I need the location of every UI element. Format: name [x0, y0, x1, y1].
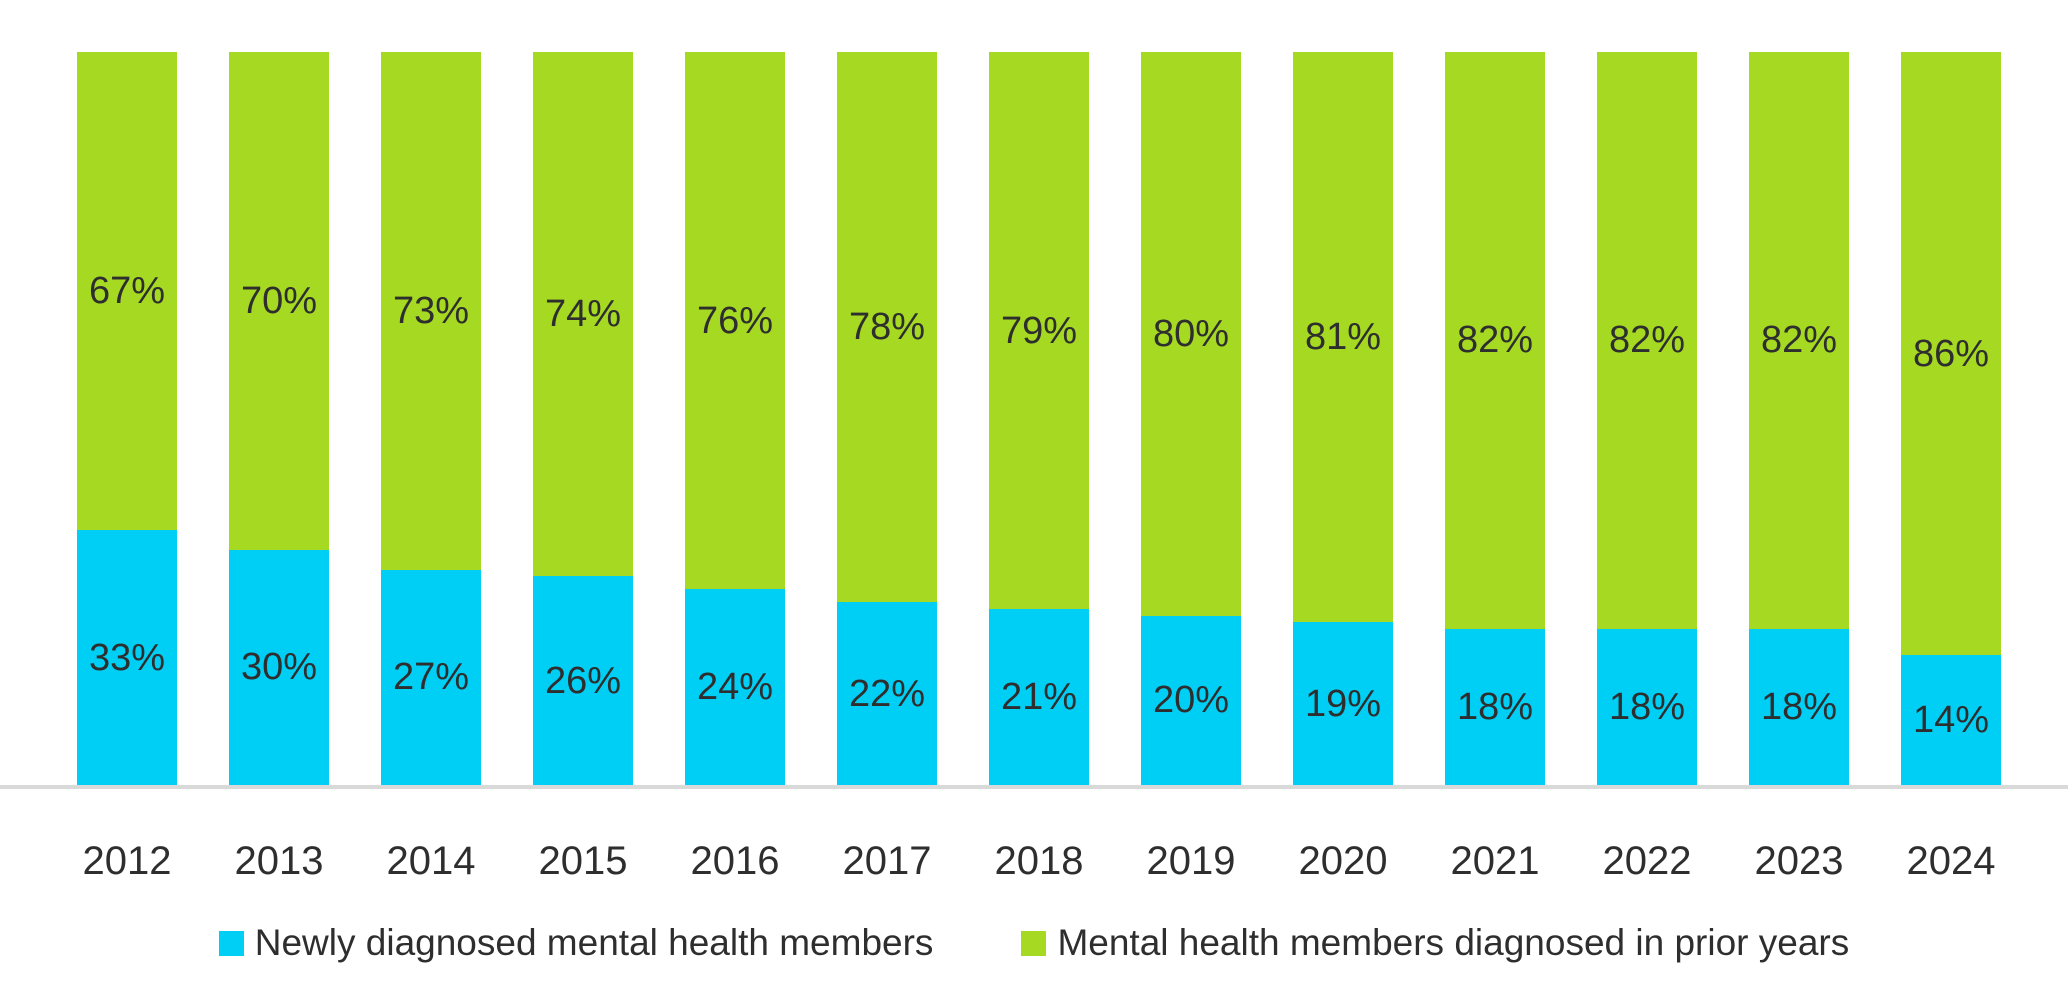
data-label-prior-years-2015: 74% — [544, 293, 622, 336]
bar-segment-newly-diagnosed-2015: 26% — [533, 576, 633, 785]
bar-2013: 70% 30% — [229, 52, 329, 785]
bar-segment-newly-diagnosed-2013: 30% — [229, 549, 329, 785]
legend-label-newly-diagnosed: Newly diagnosed mental health members — [254, 922, 934, 963]
x-axis-label-2020: 2020 — [1298, 839, 1388, 883]
bar-segment-prior-years-2015: 74% — [533, 52, 633, 577]
data-label-newly-diagnosed-2013: 30% — [240, 646, 318, 689]
bar-2020: 81% 19% — [1293, 52, 1393, 785]
bar-segment-newly-diagnosed-2022: 18% — [1597, 628, 1697, 785]
data-label-newly-diagnosed-2014: 27% — [392, 656, 470, 699]
x-axis-labels: 2012 2013 2014 2015 2016 2017 2018 2019 2020 2021… — [77, 841, 2001, 881]
bar-segment-prior-years-2012: 67% — [77, 52, 177, 531]
data-label-prior-years-2023: 82% — [1760, 319, 1838, 362]
data-label-prior-years-2014: 73% — [392, 289, 470, 332]
bar-segment-prior-years-2016: 76% — [685, 52, 785, 590]
data-label-newly-diagnosed-2018: 21% — [1000, 676, 1078, 719]
bars-container: 67% 33% 70% 30% 73% 27% 74% 26% 76% 24% 78% 22% 79% 2… — [77, 52, 2001, 785]
data-label-prior-years-2012: 67% — [88, 270, 166, 313]
data-label-prior-years-2024: 86% — [1912, 332, 1990, 375]
data-label-prior-years-2017: 78% — [848, 306, 926, 349]
bar-segment-prior-years-2013: 70% — [229, 52, 329, 550]
bar-segment-prior-years-2019: 80% — [1141, 52, 1241, 616]
bar-2019: 80% 20% — [1141, 52, 1241, 785]
bar-segment-newly-diagnosed-2019: 20% — [1141, 615, 1241, 785]
bar-segment-newly-diagnosed-2024: 14% — [1901, 655, 2001, 785]
data-label-prior-years-2021: 82% — [1456, 319, 1534, 362]
bar-2012: 67% 33% — [77, 52, 177, 785]
data-label-prior-years-2018: 79% — [1000, 309, 1078, 352]
data-label-newly-diagnosed-2017: 22% — [848, 672, 926, 715]
bar-segment-prior-years-2024: 86% — [1901, 52, 2001, 656]
legend-swatch-prior-years — [1021, 930, 1047, 956]
x-axis-label-2014: 2014 — [386, 839, 476, 883]
x-axis-label-2022: 2022 — [1602, 839, 1692, 883]
legend: Newly diagnosed mental health members Me… — [0, 922, 2068, 964]
data-label-newly-diagnosed-2012: 33% — [88, 636, 166, 679]
bar-segment-newly-diagnosed-2020: 19% — [1293, 622, 1393, 785]
bar-2016: 76% 24% — [685, 52, 785, 785]
legend-swatch-newly-diagnosed — [218, 930, 244, 956]
data-label-newly-diagnosed-2024: 14% — [1912, 699, 1990, 741]
bar-2017: 78% 22% — [837, 52, 937, 785]
data-label-prior-years-2022: 82% — [1608, 319, 1686, 362]
data-label-newly-diagnosed-2020: 19% — [1304, 682, 1382, 725]
bar-segment-newly-diagnosed-2023: 18% — [1749, 628, 1849, 785]
bar-segment-newly-diagnosed-2021: 18% — [1445, 628, 1545, 785]
x-axis-label-2017: 2017 — [842, 839, 932, 883]
legend-item-prior-years: Mental health members diagnosed in prior… — [1021, 922, 1850, 964]
plot-area: 67% 33% 70% 30% 73% 27% 74% 26% 76% 24% 78% 22% 79% 2… — [0, 52, 2068, 881]
bar-2024: 86% 14% — [1901, 52, 2001, 785]
bar-2021: 82% 18% — [1445, 52, 1545, 785]
x-axis-line — [0, 785, 2068, 789]
bar-segment-prior-years-2014: 73% — [381, 52, 481, 570]
x-axis-label-2024: 2024 — [1906, 839, 1996, 883]
bar-2014: 73% 27% — [381, 52, 481, 785]
bar-segment-newly-diagnosed-2012: 33% — [77, 530, 177, 785]
bar-2015: 74% 26% — [533, 52, 633, 785]
data-label-newly-diagnosed-2022: 18% — [1608, 685, 1686, 728]
data-label-newly-diagnosed-2019: 20% — [1152, 679, 1230, 722]
x-axis-label-2012: 2012 — [82, 839, 172, 883]
x-axis-label-2021: 2021 — [1450, 839, 1540, 883]
bar-segment-prior-years-2022: 82% — [1597, 52, 1697, 629]
legend-item-newly-diagnosed: Newly diagnosed mental health members — [218, 922, 934, 964]
data-label-newly-diagnosed-2016: 24% — [696, 666, 774, 709]
data-label-prior-years-2013: 70% — [240, 279, 318, 322]
bar-2022: 82% 18% — [1597, 52, 1697, 785]
data-label-prior-years-2016: 76% — [696, 299, 774, 342]
legend-label-prior-years: Mental health members diagnosed in prior… — [1057, 922, 1850, 963]
x-axis-label-2013: 2013 — [234, 839, 324, 883]
bar-segment-newly-diagnosed-2014: 27% — [381, 569, 481, 785]
x-axis-label-2019: 2019 — [1146, 839, 1236, 883]
bar-segment-prior-years-2023: 82% — [1749, 52, 1849, 629]
bar-segment-newly-diagnosed-2017: 22% — [837, 602, 937, 785]
bar-segment-prior-years-2018: 79% — [989, 52, 1089, 610]
bar-segment-newly-diagnosed-2018: 21% — [989, 609, 1089, 785]
bar-2018: 79% 21% — [989, 52, 1089, 785]
data-label-newly-diagnosed-2021: 18% — [1456, 685, 1534, 728]
data-label-newly-diagnosed-2015: 26% — [544, 659, 622, 702]
bar-segment-newly-diagnosed-2016: 24% — [685, 589, 785, 785]
data-label-prior-years-2020: 81% — [1304, 316, 1382, 359]
data-label-prior-years-2019: 80% — [1152, 312, 1230, 355]
x-axis-label-2016: 2016 — [690, 839, 780, 883]
bar-segment-prior-years-2021: 82% — [1445, 52, 1545, 629]
bar-2023: 82% 18% — [1749, 52, 1849, 785]
x-axis-label-2015: 2015 — [538, 839, 628, 883]
bar-segment-prior-years-2017: 78% — [837, 52, 937, 603]
x-axis-label-2023: 2023 — [1754, 839, 1844, 883]
data-label-newly-diagnosed-2023: 18% — [1760, 685, 1838, 728]
x-axis-label-2018: 2018 — [994, 839, 1084, 883]
bar-segment-prior-years-2020: 81% — [1293, 52, 1393, 623]
